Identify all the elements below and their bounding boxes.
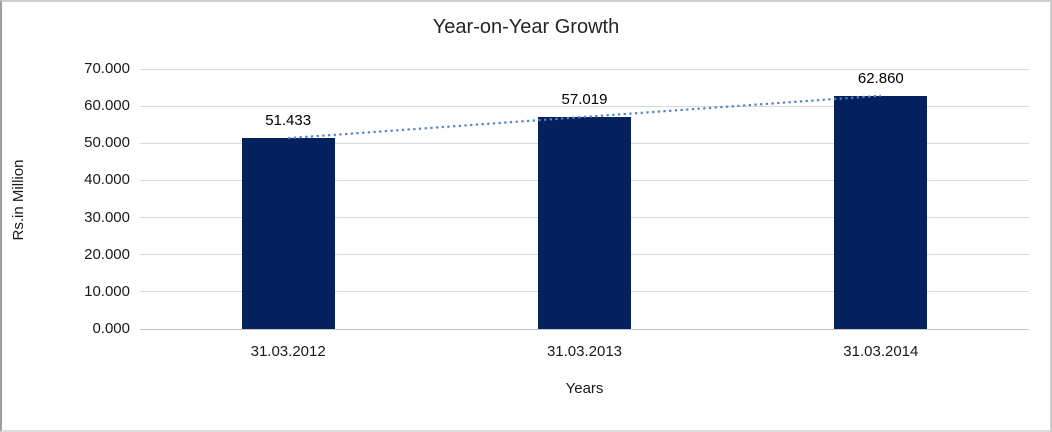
y-tick-label: 10.000 [84, 282, 130, 300]
bar [241, 137, 335, 329]
y-tick-label: 30.000 [84, 208, 130, 226]
x-tick-label: 31.03.2012 [250, 343, 326, 360]
gridline [140, 68, 1029, 70]
gridline [140, 328, 1029, 330]
y-tick-label: 40.000 [84, 171, 130, 189]
chart-title: Year-on-Year Growth [432, 16, 620, 38]
bar-value-label: 57.019 [561, 91, 608, 109]
x-tick-label: 31.03.2013 [546, 343, 623, 360]
y-tick-label: 20.000 [84, 245, 130, 263]
y-tick-label: 60.000 [84, 97, 130, 115]
bar [538, 117, 631, 329]
bar-value-label: 51.433 [265, 111, 312, 129]
bar-value-label: 62.860 [857, 69, 904, 87]
x-tick-label: 31.03.2014 [843, 343, 919, 360]
y-tick-label: 0.000 [92, 320, 130, 337]
bar [834, 95, 928, 329]
x-axis-title: Years [565, 380, 604, 397]
y-tick-label: 50.000 [84, 134, 130, 152]
y-axis-title: Rs.in Million [10, 159, 27, 241]
y-tick-label: 70.000 [84, 60, 130, 77]
